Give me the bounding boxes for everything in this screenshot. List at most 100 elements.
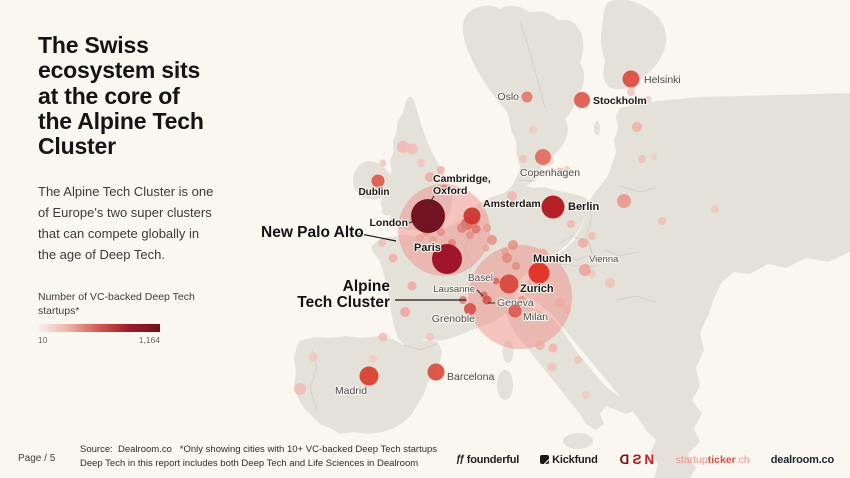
city-dot [563,306,571,314]
geneva-label: Geneva [497,297,534,309]
copenhagen-label: Copenhagen [520,167,580,179]
city-dot [426,333,434,341]
helsinki-label: Helsinki [644,74,681,86]
landmass [462,5,585,168]
city-dot [417,159,425,167]
legend-ticks: 10 1,164 [38,335,160,345]
city-dot [651,154,657,160]
city-dot [529,126,537,134]
legend: Number of VC-backed Deep Tech startups* … [38,290,230,345]
country-border [557,235,593,261]
city-dot-copenhagen [535,149,551,165]
source-note: Source: Dealroom.co *Only showing cities… [80,443,437,470]
city-dot [397,141,409,153]
paris-label: Paris [414,242,441,254]
city-dot [638,155,646,163]
city-dot [644,95,652,103]
city-dot [483,224,491,232]
city-dot-oslo [521,91,533,103]
city-dot [555,167,565,177]
city-dot [564,166,570,172]
city-dot [508,240,518,250]
alpine-tech-cluster-annotation: Alpine Tech Cluster [297,278,390,311]
city-dot [378,332,388,342]
island [532,167,540,175]
kickfund-logo-text: Kickfund [552,453,598,466]
city-dot-barcelona [427,363,445,381]
new-palo-alto-leader-line [355,232,397,242]
city-dot [437,228,445,236]
city-dot [555,298,565,308]
city-dot-munich [528,262,550,284]
city-dot-madrid [359,366,379,386]
city-dot [582,391,590,399]
berlin-label: Berlin [568,201,599,213]
city-dot [535,340,545,350]
city-dot-cambridge-oxford [411,199,445,233]
grenoble-label: Grenoble [432,313,475,325]
city-dot [388,253,398,263]
dealroom-logo: dealroom.co [771,454,834,466]
cambridge-oxford-leader-line [427,195,435,207]
city-dot-amsterdam [463,207,481,225]
dtn-letter-2: S [631,452,642,467]
landmass [371,141,588,347]
island [502,341,514,363]
munich-label: Munich [533,253,572,265]
oslo-label: Oslo [497,91,519,103]
landmass [520,93,850,478]
city-dot-milan [508,304,522,318]
city-dot [466,231,474,239]
country-border [619,185,657,193]
vienna-label: Vienna [589,254,619,265]
lausanne-leader-line [476,289,484,297]
page-title: The Swiss ecosystem sits at the core of … [38,32,204,160]
legend-gradient-bar [38,324,160,333]
city-dot [400,307,410,317]
dublin-label: Dublin [358,187,389,198]
city-dot-paris [432,244,462,274]
city-dot-dublin [371,174,385,188]
island [563,433,593,449]
country-border [519,21,546,109]
source-line-1: Source: Dealroom.co *Only showing cities… [80,444,438,456]
city-dot [632,122,642,132]
kickfund-logo: Kickfund [540,453,598,466]
startupticker-logo-tld: .ch [735,453,750,466]
dtn-letter-3: N [644,452,655,467]
city-dot [378,239,386,247]
city-dot [487,235,497,245]
cambridge-oxford-label: Cambridge, Oxford [433,173,491,197]
madrid-label: Madrid [335,385,367,397]
city-dot [379,159,387,167]
city-dot [627,88,635,96]
startupticker-logo-bold: ticker [707,453,736,466]
city-dot [574,356,582,364]
basel-label: Basel [468,273,493,284]
dealroom-logo-text: dealroom.co [770,453,834,466]
amsterdam-label: Amsterdam [483,198,541,210]
city-dot-geneva [482,295,492,305]
city-dot [507,191,517,201]
city-dot [519,155,527,163]
country-border [603,249,637,257]
city-dot [482,244,490,252]
country-border [517,179,537,182]
zurich-label: Zurich [520,283,554,295]
london-leader-line [408,220,415,224]
left-panel: The Swiss ecosystem sits at the core of … [38,32,230,345]
lausanne-label: Lausanne [433,284,475,295]
milan-label: Milan [523,311,548,323]
legend-label: Number of VC-backed Deep Tech startups* [38,290,195,317]
legend-max-value: 1,164 [138,335,160,346]
city-dot [407,281,417,291]
island [497,370,513,400]
city-dot [588,232,596,240]
city-dot [425,172,435,182]
landmass [601,0,667,90]
city-dot-basel [492,277,500,285]
landmass [380,96,453,231]
city-dot [711,205,719,213]
city-dot [437,166,445,174]
